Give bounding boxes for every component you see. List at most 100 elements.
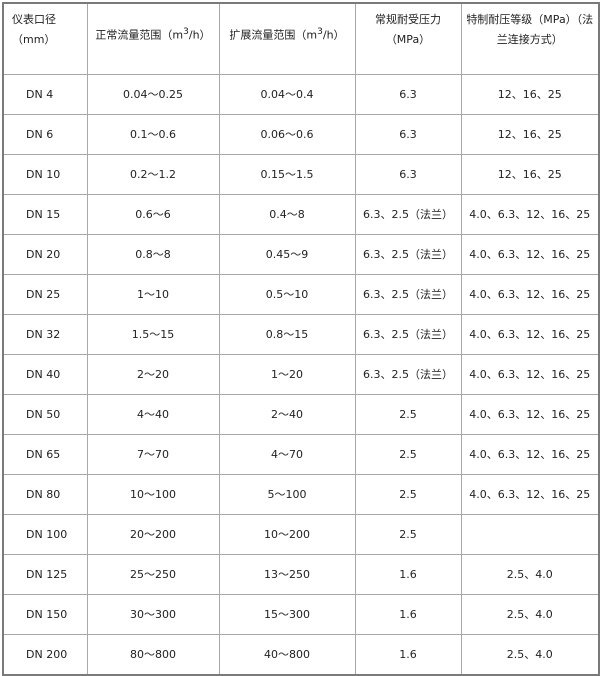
header-special-pressure: 特制耐压等级（MPa）（法兰连接方式）	[460, 2, 600, 75]
cell-special-pressure: 12、16、25	[460, 154, 600, 195]
cell-diameter: DN 40	[2, 354, 88, 395]
table-row: DN 20 0.8～8 0.45～9 6.3、2.5（法兰） 4.0、6.3、12、16…	[2, 234, 600, 275]
table-row: DN 6 0.1～0.6 0.06～0.6 6.3 12、16、25	[2, 114, 600, 155]
cell-special-pressure: 4.0、6.3、12、16、25	[460, 354, 600, 395]
cell-extended-flow: 0.8～15	[218, 314, 356, 355]
cell-normal-flow: 1.5～15	[86, 314, 220, 355]
cell-special-pressure: 4.0、6.3、12、16、25	[460, 474, 600, 515]
cell-special-pressure: 4.0、6.3、12、16、25	[460, 274, 600, 315]
cell-diameter: DN 200	[2, 634, 88, 676]
cell-diameter: DN 25	[2, 274, 88, 315]
table-row: DN 65 7～70 4～70 2.5 4.0、6.3、12、16、25	[2, 434, 600, 475]
header-unit-tail: /h）	[188, 28, 211, 42]
cell-normal-flow: 80～800	[86, 634, 220, 676]
header-unit-sup: 3	[183, 27, 189, 37]
cell-diameter: DN 150	[2, 594, 88, 635]
cell-extended-flow: 0.04～0.4	[218, 74, 356, 115]
table-row: DN 40 2～20 1～20 6.3、2.5（法兰） 4.0、6.3、12、16、25	[2, 354, 600, 395]
cell-normal-pressure: 6.3、2.5（法兰）	[354, 194, 462, 235]
header-normal-pressure: 常规耐受压力（MPa）	[354, 2, 462, 75]
cell-diameter: DN 125	[2, 554, 88, 595]
header-unit-sup: 3	[317, 27, 323, 37]
table-row: DN 125 25～250 13～250 1.6 2.5、4.0	[2, 554, 600, 595]
cell-normal-pressure: 6.3、2.5（法兰）	[354, 354, 462, 395]
header-normal-flow-label: 正常流量范围（m	[95, 28, 184, 42]
cell-normal-flow: 2～20	[86, 354, 220, 395]
cell-diameter: DN 15	[2, 194, 88, 235]
cell-normal-pressure: 1.6	[354, 634, 462, 676]
header-extended-flow: 扩展流量范围（m3/h）	[218, 2, 356, 75]
cell-extended-flow: 40～800	[218, 634, 356, 676]
table-row: DN 32 1.5～15 0.8～15 6.3、2.5（法兰） 4.0、6.3、12、1…	[2, 314, 600, 355]
cell-normal-flow: 7～70	[86, 434, 220, 475]
cell-special-pressure: 4.0、6.3、12、16、25	[460, 434, 600, 475]
cell-normal-pressure: 6.3	[354, 74, 462, 115]
cell-diameter: DN 50	[2, 394, 88, 435]
cell-normal-pressure: 2.5	[354, 514, 462, 555]
cell-diameter: DN 4	[2, 74, 88, 115]
header-unit-tail: /h）	[322, 28, 345, 42]
cell-normal-flow: 0.8～8	[86, 234, 220, 275]
table-row: DN 50 4～40 2～40 2.5 4.0、6.3、12、16、25	[2, 394, 600, 435]
cell-extended-flow: 0.06～0.6	[218, 114, 356, 155]
table-row: DN 4 0.04～0.25 0.04～0.4 6.3 12、16、25	[2, 74, 600, 115]
cell-special-pressure: 4.0、6.3、12、16、25	[460, 394, 600, 435]
cell-diameter: DN 65	[2, 434, 88, 475]
cell-normal-pressure: 2.5	[354, 394, 462, 435]
cell-normal-pressure: 6.3、2.5（法兰）	[354, 314, 462, 355]
cell-extended-flow: 5～100	[218, 474, 356, 515]
cell-special-pressure: 12、16、25	[460, 74, 600, 115]
cell-normal-pressure: 1.6	[354, 554, 462, 595]
cell-normal-pressure: 2.5	[354, 434, 462, 475]
cell-diameter: DN 20	[2, 234, 88, 275]
header-diameter: 仪表口径（mm）	[2, 2, 88, 75]
cell-normal-flow: 20～200	[86, 514, 220, 555]
cell-special-pressure: 2.5、4.0	[460, 554, 600, 595]
cell-normal-flow: 10～100	[86, 474, 220, 515]
cell-normal-pressure: 6.3、2.5（法兰）	[354, 234, 462, 275]
cell-diameter: DN 32	[2, 314, 88, 355]
header-row: 仪表口径（mm） 正常流量范围（m3/h） 扩展流量范围（m3/h） 常规耐受压…	[2, 2, 600, 75]
cell-normal-flow: 0.1～0.6	[86, 114, 220, 155]
cell-normal-pressure: 6.3	[354, 154, 462, 195]
header-extended-flow-label: 扩展流量范围（m	[229, 28, 318, 42]
table-row: DN 200 80～800 40～800 1.6 2.5、4.0	[2, 634, 600, 676]
cell-extended-flow: 0.15～1.5	[218, 154, 356, 195]
cell-normal-flow: 0.04～0.25	[86, 74, 220, 115]
cell-diameter: DN 80	[2, 474, 88, 515]
table-row: DN 150 30～300 15～300 1.6 2.5、4.0	[2, 594, 600, 635]
cell-normal-flow: 0.2～1.2	[86, 154, 220, 195]
table-row: DN 15 0.6～6 0.4～8 6.3、2.5（法兰） 4.0、6.3、12、16、…	[2, 194, 600, 235]
cell-extended-flow: 1～20	[218, 354, 356, 395]
cell-special-pressure: 4.0、6.3、12、16、25	[460, 194, 600, 235]
cell-diameter: DN 6	[2, 114, 88, 155]
cell-normal-pressure: 1.6	[354, 594, 462, 635]
table-row: DN 100 20～200 10～200 2.5	[2, 514, 600, 555]
cell-extended-flow: 0.4～8	[218, 194, 356, 235]
cell-special-pressure	[460, 514, 600, 555]
cell-special-pressure: 2.5、4.0	[460, 594, 600, 635]
cell-extended-flow: 13～250	[218, 554, 356, 595]
cell-extended-flow: 15～300	[218, 594, 356, 635]
cell-normal-flow: 0.6～6	[86, 194, 220, 235]
cell-diameter: DN 10	[2, 154, 88, 195]
header-normal-flow: 正常流量范围（m3/h）	[86, 2, 220, 75]
cell-normal-pressure: 2.5	[354, 474, 462, 515]
cell-normal-flow: 25～250	[86, 554, 220, 595]
cell-normal-flow: 1～10	[86, 274, 220, 315]
cell-diameter: DN 100	[2, 514, 88, 555]
cell-normal-flow: 30～300	[86, 594, 220, 635]
table-row: DN 10 0.2～1.2 0.15～1.5 6.3 12、16、25	[2, 154, 600, 195]
cell-normal-pressure: 6.3、2.5（法兰）	[354, 274, 462, 315]
table-row: DN 25 1～10 0.5～10 6.3、2.5（法兰） 4.0、6.3、12、16、…	[2, 274, 600, 315]
cell-special-pressure: 2.5、4.0	[460, 634, 600, 676]
cell-special-pressure: 12、16、25	[460, 114, 600, 155]
cell-extended-flow: 0.5～10	[218, 274, 356, 315]
cell-special-pressure: 4.0、6.3、12、16、25	[460, 314, 600, 355]
cell-special-pressure: 4.0、6.3、12、16、25	[460, 234, 600, 275]
cell-normal-flow: 4～40	[86, 394, 220, 435]
cell-extended-flow: 2～40	[218, 394, 356, 435]
cell-extended-flow: 10～200	[218, 514, 356, 555]
cell-extended-flow: 0.45～9	[218, 234, 356, 275]
